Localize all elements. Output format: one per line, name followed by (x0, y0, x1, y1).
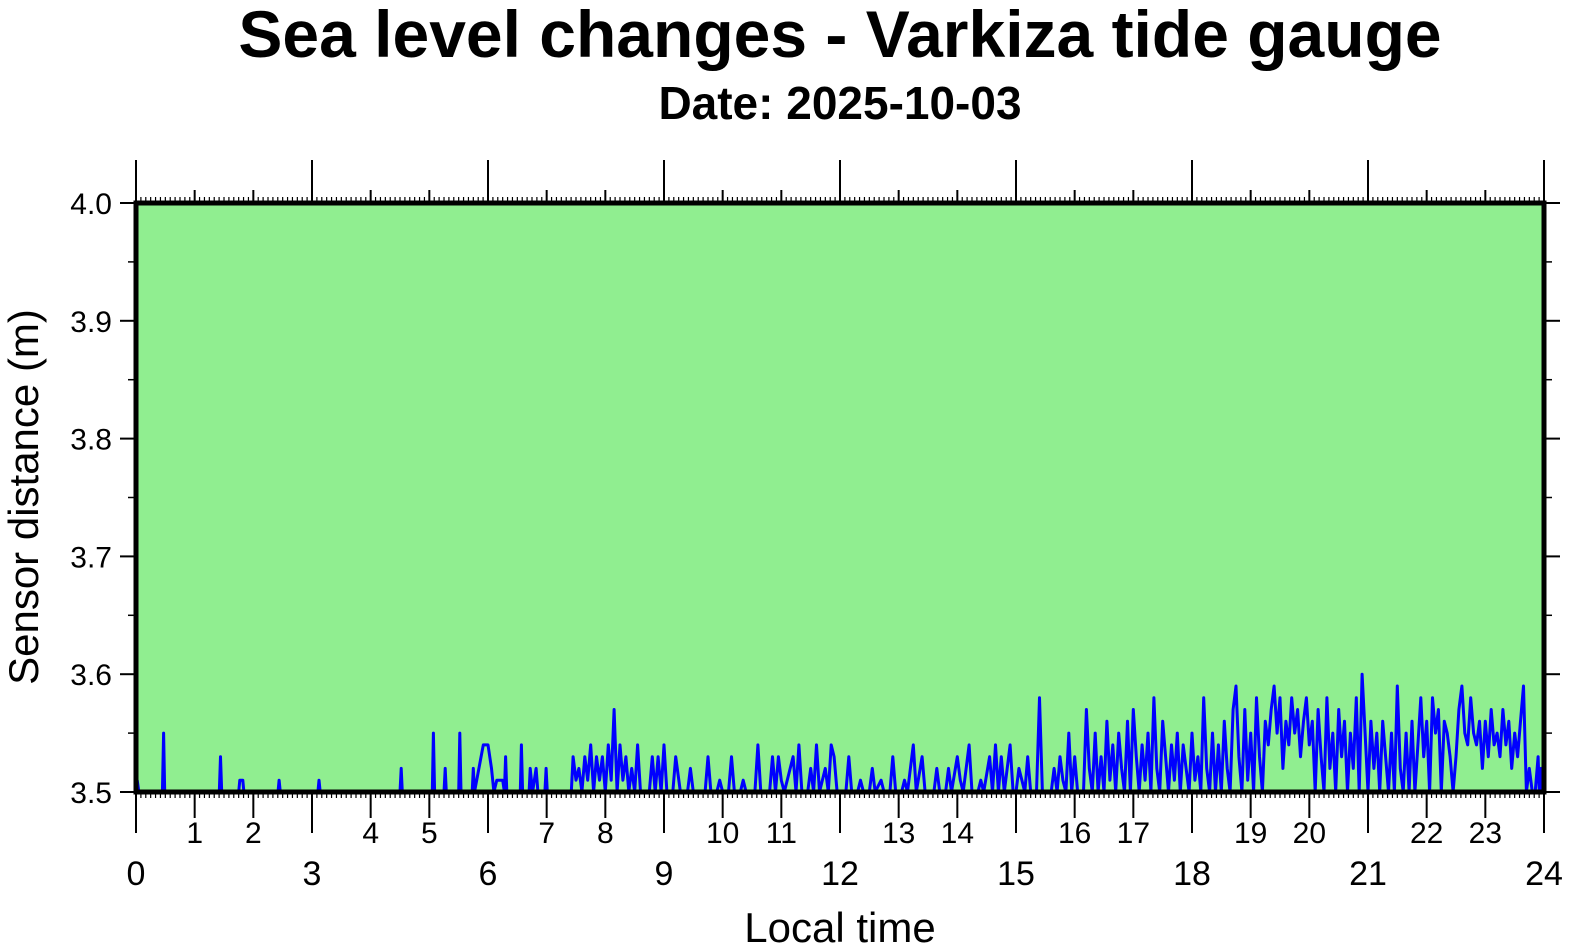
x-major-tick-label: 6 (479, 855, 498, 893)
x-major-tick-label: 15 (997, 855, 1035, 893)
chart-title: Sea level changes - Varkiza tide gauge (238, 0, 1441, 71)
x-major-tick-label: 0 (127, 855, 146, 893)
x-major-tick-label: 21 (1349, 855, 1387, 893)
x-major-tick-label: 18 (1173, 855, 1211, 893)
y-tick-label: 3.5 (70, 777, 112, 810)
x-hour-tick-label: 19 (1234, 817, 1267, 850)
plot-area (136, 203, 1544, 792)
x-hour-tick-label: 22 (1410, 817, 1443, 850)
y-tick-label: 3.7 (70, 541, 112, 574)
x-hour-tick-label: 20 (1293, 817, 1326, 850)
y-tick-label: 4.0 (70, 188, 112, 221)
x-hour-tick-label: 4 (362, 817, 379, 850)
chart-subtitle: Date: 2025-10-03 (658, 77, 1021, 129)
x-hour-tick-label: 10 (706, 817, 739, 850)
x-axis-label: Local time (744, 904, 935, 950)
y-tick-label: 3.6 (70, 659, 112, 692)
plot-frame (133, 200, 1547, 795)
x-major-tick-label: 3 (303, 855, 322, 893)
x-hour-tick-label: 8 (597, 817, 614, 850)
x-hour-tick-label: 7 (538, 817, 555, 850)
x-hour-tick-label: 14 (941, 817, 974, 850)
y-tick-label: 3.8 (70, 424, 112, 457)
x-major-tick-label: 24 (1525, 855, 1563, 893)
x-hour-tick-label: 23 (1469, 817, 1502, 850)
x-hour-tick-label: 16 (1058, 817, 1091, 850)
x-hour-tick-label: 5 (421, 817, 438, 850)
x-hour-tick-label: 1 (186, 817, 203, 850)
y-axis-label: Sensor distance (m) (0, 309, 47, 685)
x-major-tick-label: 9 (655, 855, 674, 893)
x-major-tick-label: 12 (821, 855, 859, 893)
x-hour-tick-label: 11 (766, 817, 797, 850)
x-hour-tick-label: 13 (882, 817, 915, 850)
x-hour-tick-label: 2 (245, 817, 262, 850)
y-tick-label: 3.9 (70, 306, 112, 339)
x-hour-tick-label: 17 (1117, 817, 1150, 850)
tick-labels: 0 3 6 9 12 15 18 21 241 2 4 5 7 8 10 11 13 14 16 17 19 20 22 23… (70, 188, 1563, 893)
